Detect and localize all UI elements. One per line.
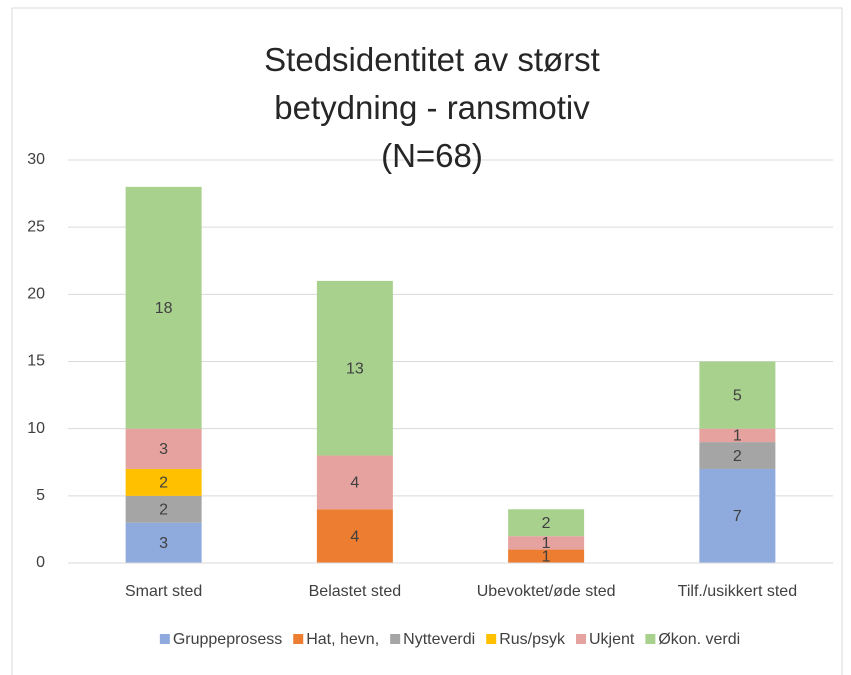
legend-swatch [575,634,586,644]
data-label: 1 [542,549,551,566]
bar-segment [316,455,393,510]
data-label: 1 [542,535,551,552]
legend-swatch [486,634,497,644]
data-label: 3 [159,441,168,458]
legend-label: Rus/psyk [499,631,566,648]
data-label: 18 [155,300,173,317]
legend-label: Hat, hevn, [306,631,379,648]
data-label: 1 [733,428,742,445]
y-tick-label: 0 [36,554,45,571]
data-label: 2 [733,448,742,465]
y-tick-label: 25 [27,218,45,235]
bar-segment [508,549,585,563]
y-tick-label: 20 [27,286,45,303]
data-label: 7 [733,508,742,525]
x-tick-label: Smart sted [125,583,202,600]
bar-segment [699,468,776,563]
data-label: 2 [159,501,168,518]
y-tick-label: 5 [36,487,45,504]
data-label: 3 [159,535,168,552]
y-tick-label: 30 [27,151,45,168]
bar-segment [125,428,202,469]
legend-swatch [390,634,401,644]
bar-segment [699,361,776,429]
legend-swatch [293,634,304,644]
x-tick-label: Belastet sted [309,583,402,600]
bar-segment [125,186,202,429]
data-label: 2 [542,515,551,532]
legend-swatch [645,634,656,644]
legend-label: Gruppeprosess [173,631,282,648]
legend-label: Ukjent [589,631,635,648]
bar-segment [508,536,585,550]
chart-border [11,7,843,675]
chart-title: Stedsidentitet av størst betydning - ran… [264,41,600,174]
bar-segment [125,468,202,496]
y-tick-label: 10 [27,420,45,437]
data-label: 4 [350,528,359,545]
y-tick-label: 15 [27,353,45,370]
bar-segment [316,280,393,456]
legend-label: Økon. verdi [658,631,740,648]
data-label: 2 [159,475,168,492]
bar-segment [125,495,202,523]
bar-segment [699,428,776,443]
x-tick-label: Tilf./usikkert sted [678,583,797,600]
legend-swatch [159,634,170,644]
legend-label: Nytteverdi [403,631,475,648]
bar-segment [508,509,585,537]
data-label: 5 [733,387,742,404]
x-tick-label: Ubevoktet/øde sted [477,583,616,600]
data-label: 13 [346,360,364,377]
bar-segment [316,509,393,563]
data-label: 4 [350,475,359,492]
bar-segment [699,442,776,469]
bar-segment [125,522,202,563]
